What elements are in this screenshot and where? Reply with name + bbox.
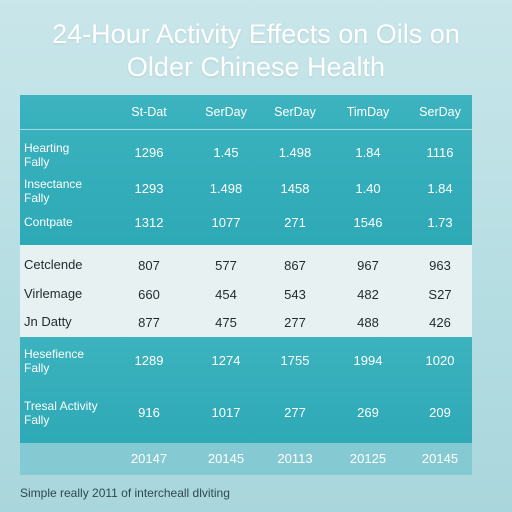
footer-year: 20113 — [277, 451, 313, 466]
title-line-1: 24-Hour Activity Effects on Oils on — [52, 19, 460, 49]
table-cell: 660 — [138, 287, 160, 302]
column-header: St-Dat — [131, 105, 167, 119]
table-footer: 20147 20145 20113 20125 20145 — [20, 443, 472, 475]
footer-year: 20145 — [207, 451, 245, 466]
table-cell: 877 — [138, 315, 160, 330]
row-label: Insectance Fally — [24, 177, 83, 205]
column-header: TimDay — [346, 105, 390, 119]
table-cell: 1289 — [134, 353, 164, 368]
table-cell: 277 — [284, 315, 306, 330]
table-cell: 1.73 — [427, 215, 453, 230]
table-cell: 967 — [357, 258, 379, 273]
footer-year: 20145 — [421, 451, 459, 466]
table-cell: 807 — [138, 258, 160, 273]
table-cell: 1755 — [280, 353, 310, 368]
table-cell: 543 — [284, 287, 306, 302]
table-cell: 867 — [284, 258, 306, 273]
column-header: SerDay — [205, 105, 247, 119]
table-cell: 916 — [138, 405, 160, 420]
table-cell: 963 — [429, 258, 451, 273]
table-cell: 1994 — [353, 353, 383, 368]
table-cell: 277 — [284, 405, 306, 420]
column-header: SerDay — [274, 105, 316, 119]
table-cell: 1458 — [280, 181, 310, 196]
row-label: Tresal Activity Fally — [24, 399, 98, 427]
table-cell: 1296 — [134, 145, 164, 160]
table-cell: 577 — [215, 258, 237, 273]
row-label: Hesefience Fally — [24, 347, 85, 375]
table-cell: 1546 — [353, 215, 383, 230]
table-cell: 426 — [429, 315, 451, 330]
table-cell: 1.498 — [278, 145, 312, 160]
row-label: Cetclende — [24, 257, 83, 272]
table-cell: 488 — [357, 315, 379, 330]
table-cell: 271 — [284, 215, 306, 230]
row-divider — [20, 129, 472, 130]
footer-year: 20125 — [349, 451, 387, 466]
table-cell: 1.498 — [209, 181, 243, 196]
column-header: SerDay — [419, 105, 461, 119]
data-table: St-Dat SerDay SerDay TimDay SerDay Heart… — [20, 95, 472, 475]
title-line-2: Older Chinese Health — [126, 52, 386, 82]
row-label: Jn Datty — [24, 314, 72, 329]
caption: Simple really 2011 of intercheall dlviti… — [20, 486, 230, 500]
table-cell: 1.40 — [355, 181, 381, 196]
table-cell: 269 — [357, 405, 379, 420]
table-cell: 1077 — [211, 215, 241, 230]
table-cell: 454 — [215, 287, 237, 302]
table-section-top: St-Dat SerDay SerDay TimDay SerDay Heart… — [20, 95, 472, 245]
table-cell: 1274 — [211, 353, 241, 368]
table-cell: 475 — [215, 315, 237, 330]
table-section-middle: Cetclende 807 577 867 967 963 Virlemage … — [20, 245, 472, 337]
table-cell: 1017 — [211, 405, 241, 420]
table-cell: 1293 — [134, 181, 164, 196]
row-label: Virlemage — [24, 286, 83, 301]
footer-year: 20147 — [130, 451, 168, 466]
table-cell: 1020 — [425, 353, 455, 368]
page-title: 24-Hour Activity Effects on Oils on Olde… — [0, 18, 512, 84]
table-cell: 1312 — [134, 215, 164, 230]
table-cell: 1.45 — [213, 145, 239, 160]
row-label: Contpate — [24, 215, 73, 229]
table-cell: 1116 — [426, 145, 454, 160]
table-cell: 209 — [429, 405, 451, 420]
table-section-bottom: Hesefience Fally 1289 1274 1755 1994 1020… — [20, 337, 472, 443]
table-cell: 1.84 — [355, 145, 381, 160]
table-cell: 482 — [357, 287, 379, 302]
row-label: Hearting Fally — [24, 141, 70, 169]
table-cell: 1.84 — [427, 181, 453, 196]
table-cell: S27 — [428, 287, 452, 302]
